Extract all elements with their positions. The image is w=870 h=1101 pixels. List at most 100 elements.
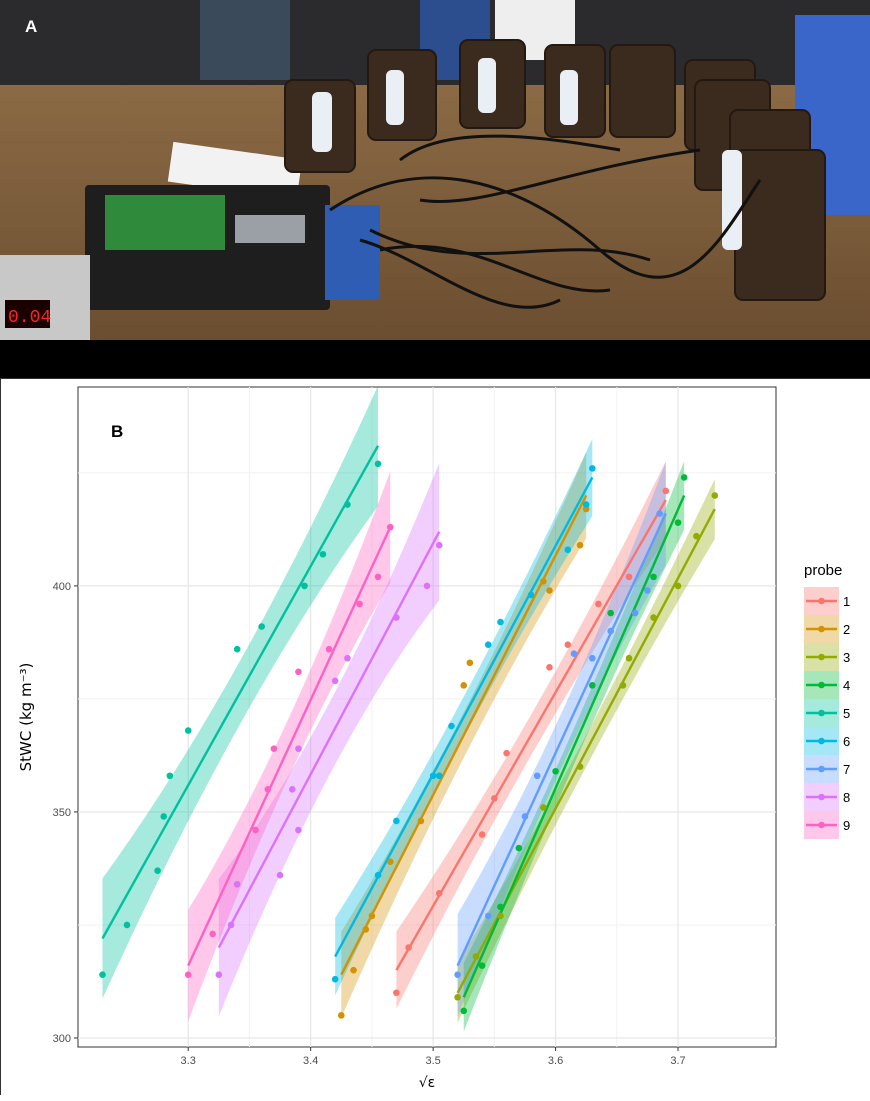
axes: 3.3 3.4 3.5 3.6 3.7 300 350 400 √ε StWC (kg m⁻³) <box>17 581 686 1091</box>
point-probe-1 <box>546 663 553 671</box>
point-probe-6 <box>582 501 590 508</box>
point-probe-6 <box>564 546 572 554</box>
fit-line-probe-9 <box>187 526 392 967</box>
point-probe-5 <box>344 501 351 508</box>
legend-label-probe-1: 1 <box>843 594 850 609</box>
point-probe-1 <box>435 890 443 897</box>
point-probe-2 <box>460 682 468 689</box>
point-probe-4 <box>650 573 657 581</box>
legend-label-probe-4: 4 <box>843 678 850 693</box>
legend-dot-probe-1 <box>818 597 825 605</box>
point-probe-4 <box>478 962 486 969</box>
point-probe-3 <box>454 993 461 1001</box>
legend-dot-probe-8 <box>818 793 825 801</box>
grid-lines <box>78 387 776 1047</box>
legend-label-probe-8: 8 <box>843 790 850 805</box>
point-probe-9 <box>209 930 217 938</box>
chart-panel: 3.3 3.4 3.5 3.6 3.7 300 350 400 √ε StWC (kg m⁻³) … <box>0 378 870 1095</box>
y-tick-label: 400 <box>53 581 71 593</box>
point-probe-2 <box>362 926 370 933</box>
point-probe-1 <box>564 641 572 648</box>
legend-label-probe-3: 3 <box>843 650 850 665</box>
point-probe-7 <box>521 813 529 820</box>
legend-dot-probe-7 <box>818 765 825 773</box>
point-probe-4 <box>674 519 682 526</box>
point-probe-1 <box>503 749 510 757</box>
panel-label-b: B <box>111 422 124 441</box>
point-probe-5 <box>184 727 192 734</box>
fit-line-probe-3 <box>456 508 716 994</box>
legend-dot-probe-2 <box>818 625 825 633</box>
power-readout: 0.04 <box>8 308 51 328</box>
point-probe-9 <box>356 600 363 608</box>
point-probe-1 <box>478 831 486 838</box>
point-probe-1 <box>491 795 498 802</box>
point-probe-8 <box>344 654 351 662</box>
fit-line-probe-8 <box>217 531 441 949</box>
point-probe-7 <box>607 627 614 635</box>
monitor <box>200 0 290 80</box>
point-probe-1 <box>393 989 400 997</box>
point-probe-2 <box>350 966 357 974</box>
point-probe-5 <box>301 582 308 590</box>
point-probe-5 <box>154 867 161 874</box>
legend-label-probe-2: 2 <box>843 622 850 637</box>
power-display <box>5 300 50 328</box>
point-probe-9 <box>295 668 302 676</box>
fit-line-probe-7 <box>456 513 667 967</box>
legend-dot-probe-4 <box>818 681 825 689</box>
point-probe-9 <box>270 745 278 752</box>
point-probe-9 <box>184 971 192 978</box>
point-probe-3 <box>576 763 584 771</box>
point-probe-2 <box>368 912 376 920</box>
logger-display <box>235 215 305 243</box>
point-probe-6 <box>589 465 596 472</box>
legend-label-probe-5: 5 <box>843 706 850 721</box>
point-probe-2 <box>466 659 474 667</box>
point-probe-4 <box>607 609 614 617</box>
y-axis-label: StWC (kg m⁻³) <box>17 663 35 772</box>
point-probe-6 <box>448 722 455 730</box>
legend-dot-probe-9 <box>818 821 825 829</box>
confidence-bands <box>102 385 715 1032</box>
point-probe-2 <box>417 817 425 825</box>
point-probe-3 <box>472 953 480 960</box>
point-probe-9 <box>374 573 382 581</box>
point-probe-8 <box>215 971 223 978</box>
legend-dot-probe-5 <box>818 709 825 717</box>
panel-divider <box>0 340 870 378</box>
point-probe-2 <box>540 578 547 585</box>
legend-title: probe <box>804 562 842 579</box>
x-axis-label: √ε <box>419 1075 436 1091</box>
point-probe-1 <box>405 944 412 951</box>
point-probe-8 <box>233 880 241 888</box>
point-probe-2 <box>386 858 394 865</box>
point-probe-7 <box>570 650 578 658</box>
point-probe-6 <box>527 591 535 599</box>
point-probe-4 <box>515 844 523 852</box>
point-probe-4 <box>680 474 688 481</box>
point-probe-7 <box>644 587 651 594</box>
point-probe-5 <box>374 460 382 468</box>
y-tick-label: 300 <box>53 1033 71 1045</box>
legend-label-probe-9: 9 <box>843 818 850 833</box>
fit-line-probe-5 <box>101 445 380 940</box>
point-probe-1 <box>595 600 602 608</box>
photo-illustration: 0.04 <box>0 0 870 340</box>
y-tick-label: 350 <box>53 807 71 819</box>
point-probe-4 <box>552 767 559 775</box>
point-probe-5 <box>99 971 106 978</box>
point-probe-5 <box>166 772 174 780</box>
point-probe-2 <box>546 587 553 594</box>
point-probe-3 <box>711 492 719 499</box>
point-probe-5 <box>319 550 327 558</box>
plot-border <box>77 386 777 1048</box>
point-probe-6 <box>429 772 437 780</box>
point-probe-8 <box>288 786 296 793</box>
point-probe-7 <box>484 912 492 920</box>
point-probe-9 <box>386 523 394 531</box>
terminal-block-blue <box>325 205 380 300</box>
point-probe-7 <box>533 772 541 780</box>
point-probe-8 <box>331 677 339 685</box>
